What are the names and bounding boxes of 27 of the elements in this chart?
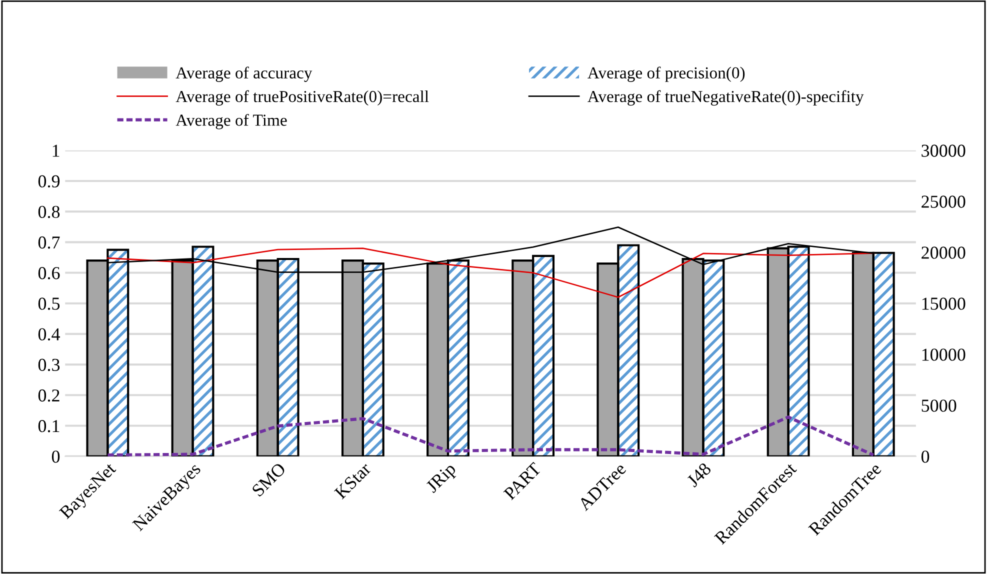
y-tick-label: 0.5 xyxy=(38,298,60,310)
y-tick-label: 1 xyxy=(52,144,60,157)
legend-label: Average of Time xyxy=(176,114,287,130)
legend-label: Average of precision(0) xyxy=(588,66,745,82)
y-tick-label: 0.7 xyxy=(38,236,60,249)
x-tick-label: J48 xyxy=(686,462,712,488)
y2-tick-label: 25000 xyxy=(922,196,966,208)
y-tick-label: 0.9 xyxy=(38,175,60,188)
y-tick-label: 0.1 xyxy=(38,420,60,432)
y-tick-label: 0.3 xyxy=(38,358,60,372)
y-tick-label: 0.8 xyxy=(38,206,60,218)
y-tick-label: 0 xyxy=(52,450,60,463)
y2-tick-label: 0 xyxy=(921,450,930,463)
line-series xyxy=(106,248,874,298)
legend-label: Average of truePositiveRate(0)=recall xyxy=(176,90,429,106)
x-tick-label: JRip xyxy=(425,462,460,496)
legend-label: Average of accuracy xyxy=(176,66,312,82)
y-tick-label: 0.2 xyxy=(38,389,60,402)
legend-label: Average of trueNegativeRate(0)-specifity xyxy=(588,90,864,106)
y2-tick-label: 5000 xyxy=(922,400,956,412)
y-tick-label: 0.4 xyxy=(38,328,60,340)
y2-tick-label: 15000 xyxy=(922,298,966,310)
line-series xyxy=(106,416,875,456)
y2-tick-label: 10000 xyxy=(922,348,966,361)
y2-tick-label: 30000 xyxy=(922,144,966,157)
y2-tick-label: 20000 xyxy=(922,246,966,259)
y-tick-label: 0.6 xyxy=(38,267,60,280)
